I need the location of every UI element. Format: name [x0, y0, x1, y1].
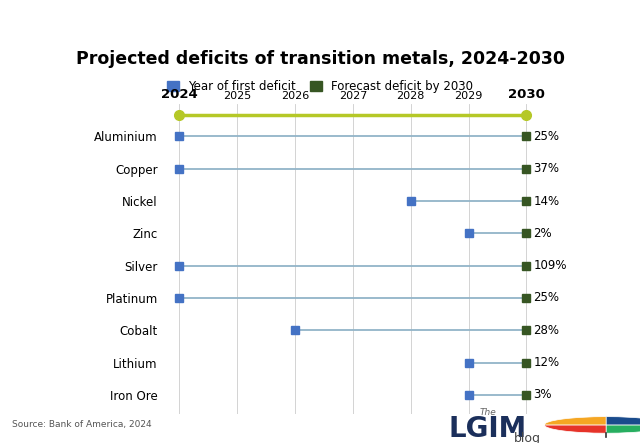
Text: 14%: 14%	[533, 194, 559, 207]
Text: blog: blog	[514, 432, 541, 443]
Text: 12%: 12%	[533, 356, 559, 369]
Text: 2%: 2%	[533, 227, 552, 240]
Wedge shape	[606, 416, 640, 425]
Wedge shape	[544, 425, 606, 433]
Text: 25%: 25%	[533, 291, 559, 304]
Text: 25%: 25%	[533, 130, 559, 143]
Text: Projected deficits of transition metals, 2024-2030: Projected deficits of transition metals,…	[76, 50, 564, 68]
Text: lgimblog.com    @LGIM: lgimblog.com @LGIM	[512, 16, 632, 25]
Text: LGIM: LGIM	[449, 415, 527, 443]
Text: 37%: 37%	[533, 162, 559, 175]
Wedge shape	[544, 416, 606, 425]
Text: 3%: 3%	[533, 389, 552, 401]
Text: 109%: 109%	[533, 259, 567, 272]
Text: 28%: 28%	[533, 324, 559, 337]
Wedge shape	[606, 425, 640, 433]
Text: The: The	[479, 408, 496, 416]
Legend: Year of first deficit, Forecast deficit by 2030: Year of first deficit, Forecast deficit …	[167, 80, 473, 93]
Text: Source: Bank of America, 2024: Source: Bank of America, 2024	[12, 420, 151, 429]
Text: May 2024  |  investment strategy: May 2024 | investment strategy	[8, 15, 181, 26]
